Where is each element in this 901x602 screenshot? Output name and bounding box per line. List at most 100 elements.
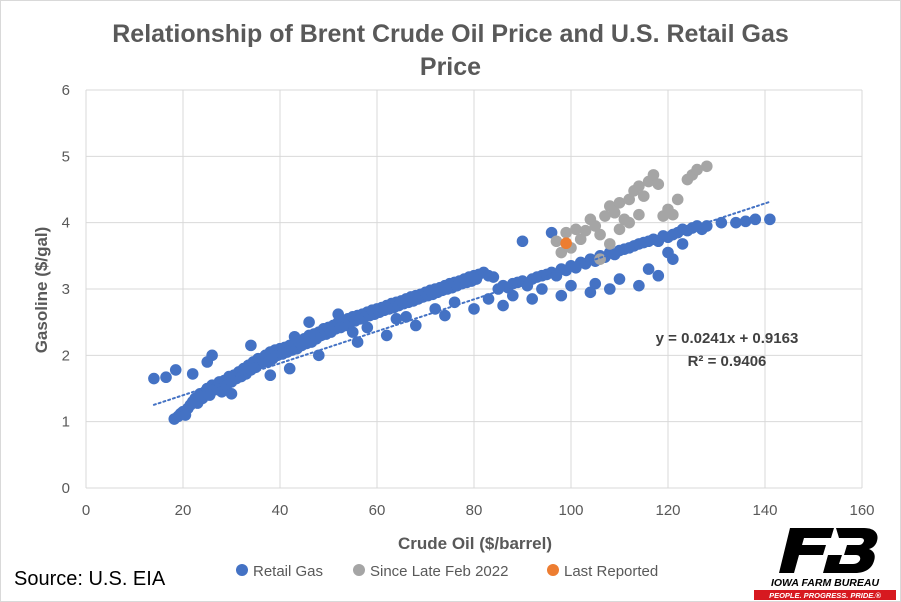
point-retail-gas — [584, 286, 597, 299]
point-retail-gas — [201, 356, 214, 368]
gridlines — [85, 89, 863, 489]
y-tick-label: 3 — [62, 281, 70, 298]
legend-marker-retail-gas — [236, 564, 248, 576]
point-retail-gas — [283, 362, 296, 375]
point-retail-gas — [497, 299, 509, 312]
legend-marker-since-late-feb-2022 — [353, 564, 365, 576]
point-retail-gas — [715, 216, 728, 229]
legend: Retail Gas Since Late Feb 2022 Last Repo… — [236, 563, 658, 580]
point-since-late-feb-2022 — [604, 238, 616, 250]
point-since-late-feb-2022 — [574, 233, 587, 246]
legend-label-retail-gas: Retail Gas — [253, 563, 323, 580]
point-last-reported — [560, 237, 572, 250]
point-retail-gas — [225, 388, 238, 400]
x-tick-label: 120 — [655, 502, 680, 519]
iowa-farm-bureau-logo: IOWA FARM BUREAU PEOPLE. PROGRESS. PRIDE… — [754, 528, 896, 600]
point-retail-gas — [390, 313, 403, 325]
point-retail-gas — [186, 368, 199, 380]
point-retail-gas — [148, 372, 160, 385]
point-retail-gas — [303, 316, 315, 328]
point-retail-gas — [589, 277, 602, 290]
point-since-late-feb-2022 — [701, 160, 713, 173]
point-retail-gas — [642, 263, 655, 275]
fb-mark-icon — [779, 528, 878, 573]
point-retail-gas — [739, 215, 752, 228]
x-tick-label: 160 — [849, 502, 874, 519]
point-retail-gas — [764, 213, 776, 226]
point-since-late-feb-2022 — [652, 178, 665, 190]
point-since-late-feb-2022 — [623, 216, 635, 229]
point-retail-gas — [487, 271, 500, 283]
data-points — [148, 160, 776, 425]
point-since-late-feb-2022 — [667, 208, 679, 221]
point-retail-gas — [613, 273, 626, 285]
point-retail-gas — [633, 279, 645, 292]
point-retail-gas — [361, 321, 374, 334]
x-tick-label: 80 — [466, 502, 483, 519]
trendline-line — [152, 200, 771, 406]
point-retail-gas — [468, 303, 480, 315]
point-retail-gas — [516, 235, 529, 248]
x-tick-label: 0 — [82, 502, 90, 519]
y-tick-label: 0 — [62, 480, 70, 497]
point-since-late-feb-2022 — [633, 208, 645, 221]
chart-title-line-2: Price — [419, 53, 482, 81]
point-retail-gas — [545, 226, 558, 239]
point-since-late-feb-2022 — [633, 180, 645, 192]
point-since-late-feb-2022 — [555, 246, 568, 259]
point-since-late-feb-2022 — [613, 196, 626, 209]
trendline — [152, 200, 771, 406]
point-retail-gas — [482, 293, 495, 305]
x-tick-label: 100 — [558, 502, 583, 519]
point-since-late-feb-2022 — [550, 235, 563, 248]
y-tick-label: 4 — [62, 215, 70, 232]
point-retail-gas — [526, 293, 538, 305]
point-retail-gas — [507, 289, 519, 302]
y-tick-label: 6 — [62, 82, 70, 99]
point-retail-gas — [429, 303, 442, 315]
point-retail-gas — [400, 311, 412, 323]
point-since-late-feb-2022 — [637, 190, 650, 202]
point-retail-gas — [730, 216, 742, 229]
point-since-late-feb-2022 — [623, 193, 635, 206]
point-retail-gas — [565, 279, 577, 292]
point-retail-gas — [676, 238, 689, 250]
point-since-late-feb-2022 — [594, 228, 606, 241]
legend-label-since-late-feb-2022: Since Late Feb 2022 — [370, 563, 508, 580]
point-since-late-feb-2022 — [671, 193, 684, 206]
point-retail-gas — [439, 309, 451, 322]
point-retail-gas — [536, 283, 548, 295]
legend-marker-last-reported — [547, 564, 559, 576]
point-retail-gas — [264, 369, 277, 382]
point-since-late-feb-2022 — [570, 223, 582, 236]
y-tick-label: 1 — [62, 414, 70, 431]
point-since-late-feb-2022 — [594, 253, 606, 265]
point-retail-gas — [604, 283, 616, 295]
axes: 0 20 40 60 80 100 120 140 160 0 1 2 3 4 5 6 — [62, 82, 875, 519]
point-since-late-feb-2022 — [691, 163, 703, 176]
point-retail-gas — [160, 371, 172, 384]
point-since-late-feb-2022 — [579, 224, 592, 237]
point-since-late-feb-2022 — [647, 169, 660, 181]
chart-title: Relationship of Brent Crude Oil Price an… — [0, 18, 901, 84]
point-retail-gas — [749, 213, 762, 226]
y-axis-title: Gasoline ($/gal) — [32, 227, 51, 354]
trendline-equation: y = 0.0241x + 0.9163 — [656, 330, 799, 347]
point-retail-gas — [555, 289, 568, 302]
x-tick-label: 140 — [752, 502, 777, 519]
point-since-late-feb-2022 — [589, 220, 602, 232]
point-since-late-feb-2022 — [560, 226, 572, 239]
logo-tagline-bar — [754, 590, 896, 600]
point-retail-gas — [652, 269, 665, 282]
chart-title-line-1: Relationship of Brent Crude Oil Price an… — [112, 20, 789, 48]
logo-name: IOWA FARM BUREAU — [771, 577, 880, 589]
point-retail-gas — [245, 339, 257, 352]
logo-tagline: PEOPLE. PROGRESS. PRIDE.® — [769, 591, 881, 600]
point-retail-gas — [667, 253, 679, 265]
source-note: Source: U.S. EIA — [14, 568, 166, 590]
point-since-late-feb-2022 — [608, 206, 621, 219]
point-retail-gas — [380, 329, 393, 342]
x-axis-title: Crude Oil ($/barrel) — [398, 534, 552, 553]
y-tick-label: 5 — [62, 148, 70, 165]
